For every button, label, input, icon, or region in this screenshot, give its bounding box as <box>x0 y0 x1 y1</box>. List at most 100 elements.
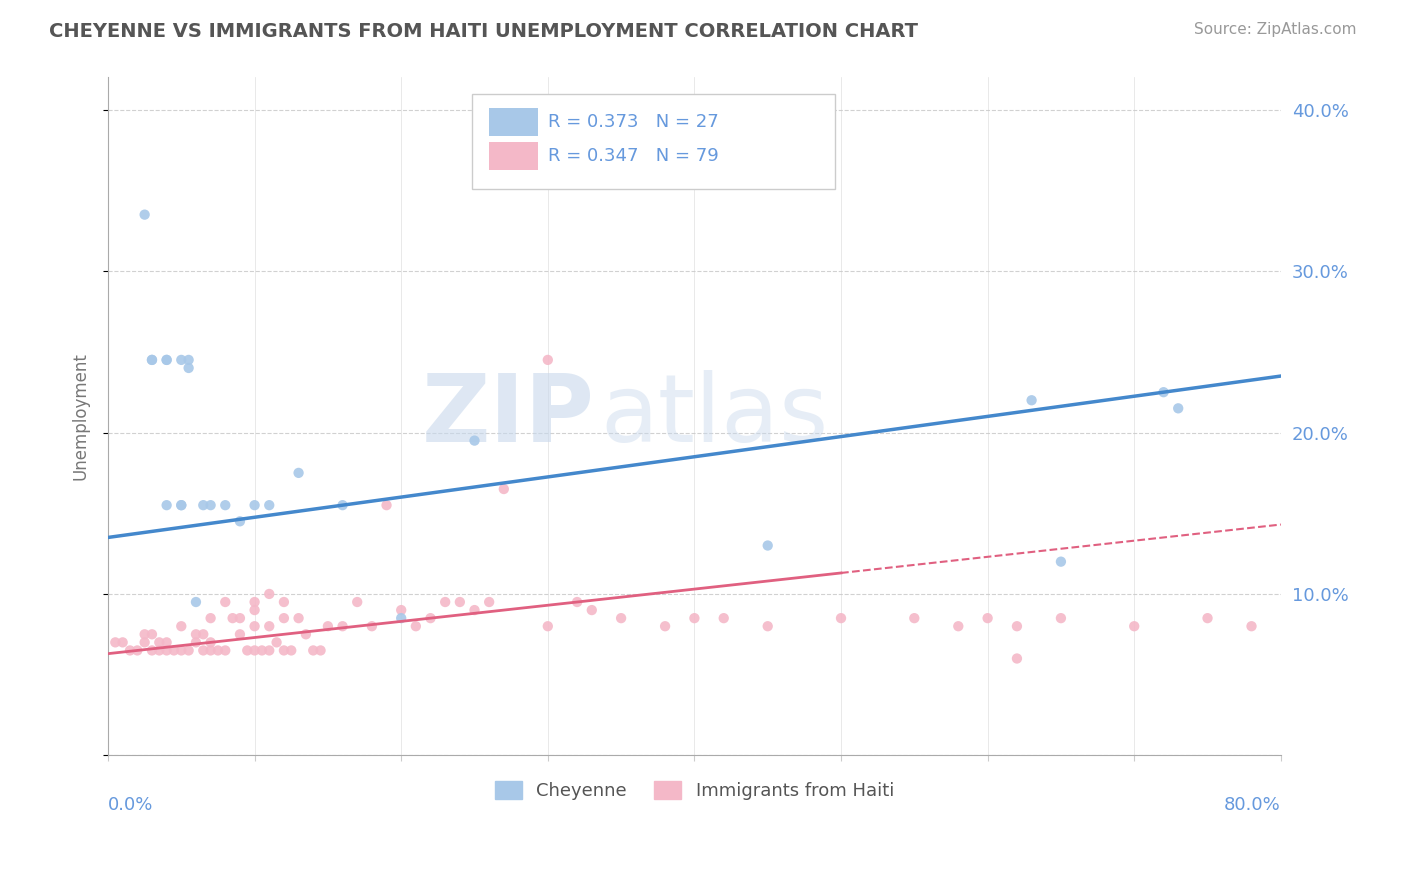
Text: R = 0.373   N = 27: R = 0.373 N = 27 <box>548 113 718 131</box>
Point <box>1240 619 1263 633</box>
Point <box>243 498 266 512</box>
Point <box>156 635 179 649</box>
Point <box>830 611 852 625</box>
Point <box>229 514 252 528</box>
Y-axis label: Unemployment: Unemployment <box>72 352 89 480</box>
Point <box>419 611 441 625</box>
Point <box>118 643 141 657</box>
Text: atlas: atlas <box>600 370 828 462</box>
Point <box>200 635 222 649</box>
Point <box>200 498 222 512</box>
Point <box>141 352 163 367</box>
Point <box>332 498 354 512</box>
Point <box>1197 611 1219 625</box>
Point <box>229 627 252 641</box>
Point <box>214 595 236 609</box>
Point <box>156 643 179 657</box>
Point <box>200 611 222 625</box>
Point <box>104 635 127 649</box>
Point <box>193 643 215 657</box>
Point <box>287 466 309 480</box>
Point <box>434 595 457 609</box>
Point <box>756 539 779 553</box>
Point <box>141 352 163 367</box>
FancyBboxPatch shape <box>489 108 538 136</box>
Point <box>280 643 302 657</box>
Point <box>654 619 676 633</box>
Point <box>1005 651 1028 665</box>
Point <box>184 595 207 609</box>
Point <box>134 208 156 222</box>
Point <box>134 627 156 641</box>
Point <box>1167 401 1189 416</box>
Point <box>375 498 398 512</box>
Point <box>756 619 779 633</box>
Point <box>170 619 193 633</box>
Point <box>243 619 266 633</box>
Text: ZIP: ZIP <box>422 370 595 462</box>
Point <box>273 595 295 609</box>
Point <box>683 611 706 625</box>
Point <box>537 352 560 367</box>
Point <box>229 611 252 625</box>
Point <box>243 603 266 617</box>
Point <box>1021 393 1043 408</box>
Point <box>193 498 215 512</box>
Point <box>259 587 281 601</box>
Point <box>207 643 229 657</box>
Point <box>903 611 925 625</box>
Point <box>1005 619 1028 633</box>
Point <box>243 643 266 657</box>
Point <box>389 603 412 617</box>
Text: R = 0.347   N = 79: R = 0.347 N = 79 <box>548 147 718 165</box>
Point <box>273 643 295 657</box>
Point <box>177 352 200 367</box>
Point <box>111 635 134 649</box>
Point <box>243 595 266 609</box>
Point <box>177 643 200 657</box>
Point <box>177 361 200 376</box>
Point <box>295 627 318 641</box>
Point <box>266 635 288 649</box>
Point <box>1050 555 1073 569</box>
Point <box>610 611 633 625</box>
Point <box>463 603 485 617</box>
Point <box>302 643 325 657</box>
Point <box>259 643 281 657</box>
Point <box>170 352 193 367</box>
Text: Source: ZipAtlas.com: Source: ZipAtlas.com <box>1194 22 1357 37</box>
Point <box>492 482 515 496</box>
Point <box>565 595 588 609</box>
Point <box>316 619 339 633</box>
Point <box>405 619 427 633</box>
Point <box>134 635 156 649</box>
Point <box>221 611 243 625</box>
Point <box>713 611 735 625</box>
Point <box>170 643 193 657</box>
Point <box>346 595 368 609</box>
Point <box>273 611 295 625</box>
Point <box>156 498 179 512</box>
Point <box>360 619 382 633</box>
FancyBboxPatch shape <box>489 142 538 170</box>
Point <box>141 643 163 657</box>
Point <box>1050 611 1073 625</box>
Point <box>1153 385 1175 400</box>
Legend: Cheyenne, Immigrants from Haiti: Cheyenne, Immigrants from Haiti <box>488 773 901 807</box>
Point <box>449 595 471 609</box>
Point <box>193 627 215 641</box>
Point <box>214 498 236 512</box>
Point <box>170 498 193 512</box>
Point <box>259 498 281 512</box>
Point <box>156 352 179 367</box>
Point <box>463 434 485 448</box>
Point <box>478 595 501 609</box>
Point <box>200 643 222 657</box>
Point <box>127 643 149 657</box>
Point <box>184 635 207 649</box>
Point <box>141 627 163 641</box>
Point <box>389 611 412 625</box>
Point <box>214 643 236 657</box>
Point <box>259 619 281 633</box>
Point <box>581 603 603 617</box>
